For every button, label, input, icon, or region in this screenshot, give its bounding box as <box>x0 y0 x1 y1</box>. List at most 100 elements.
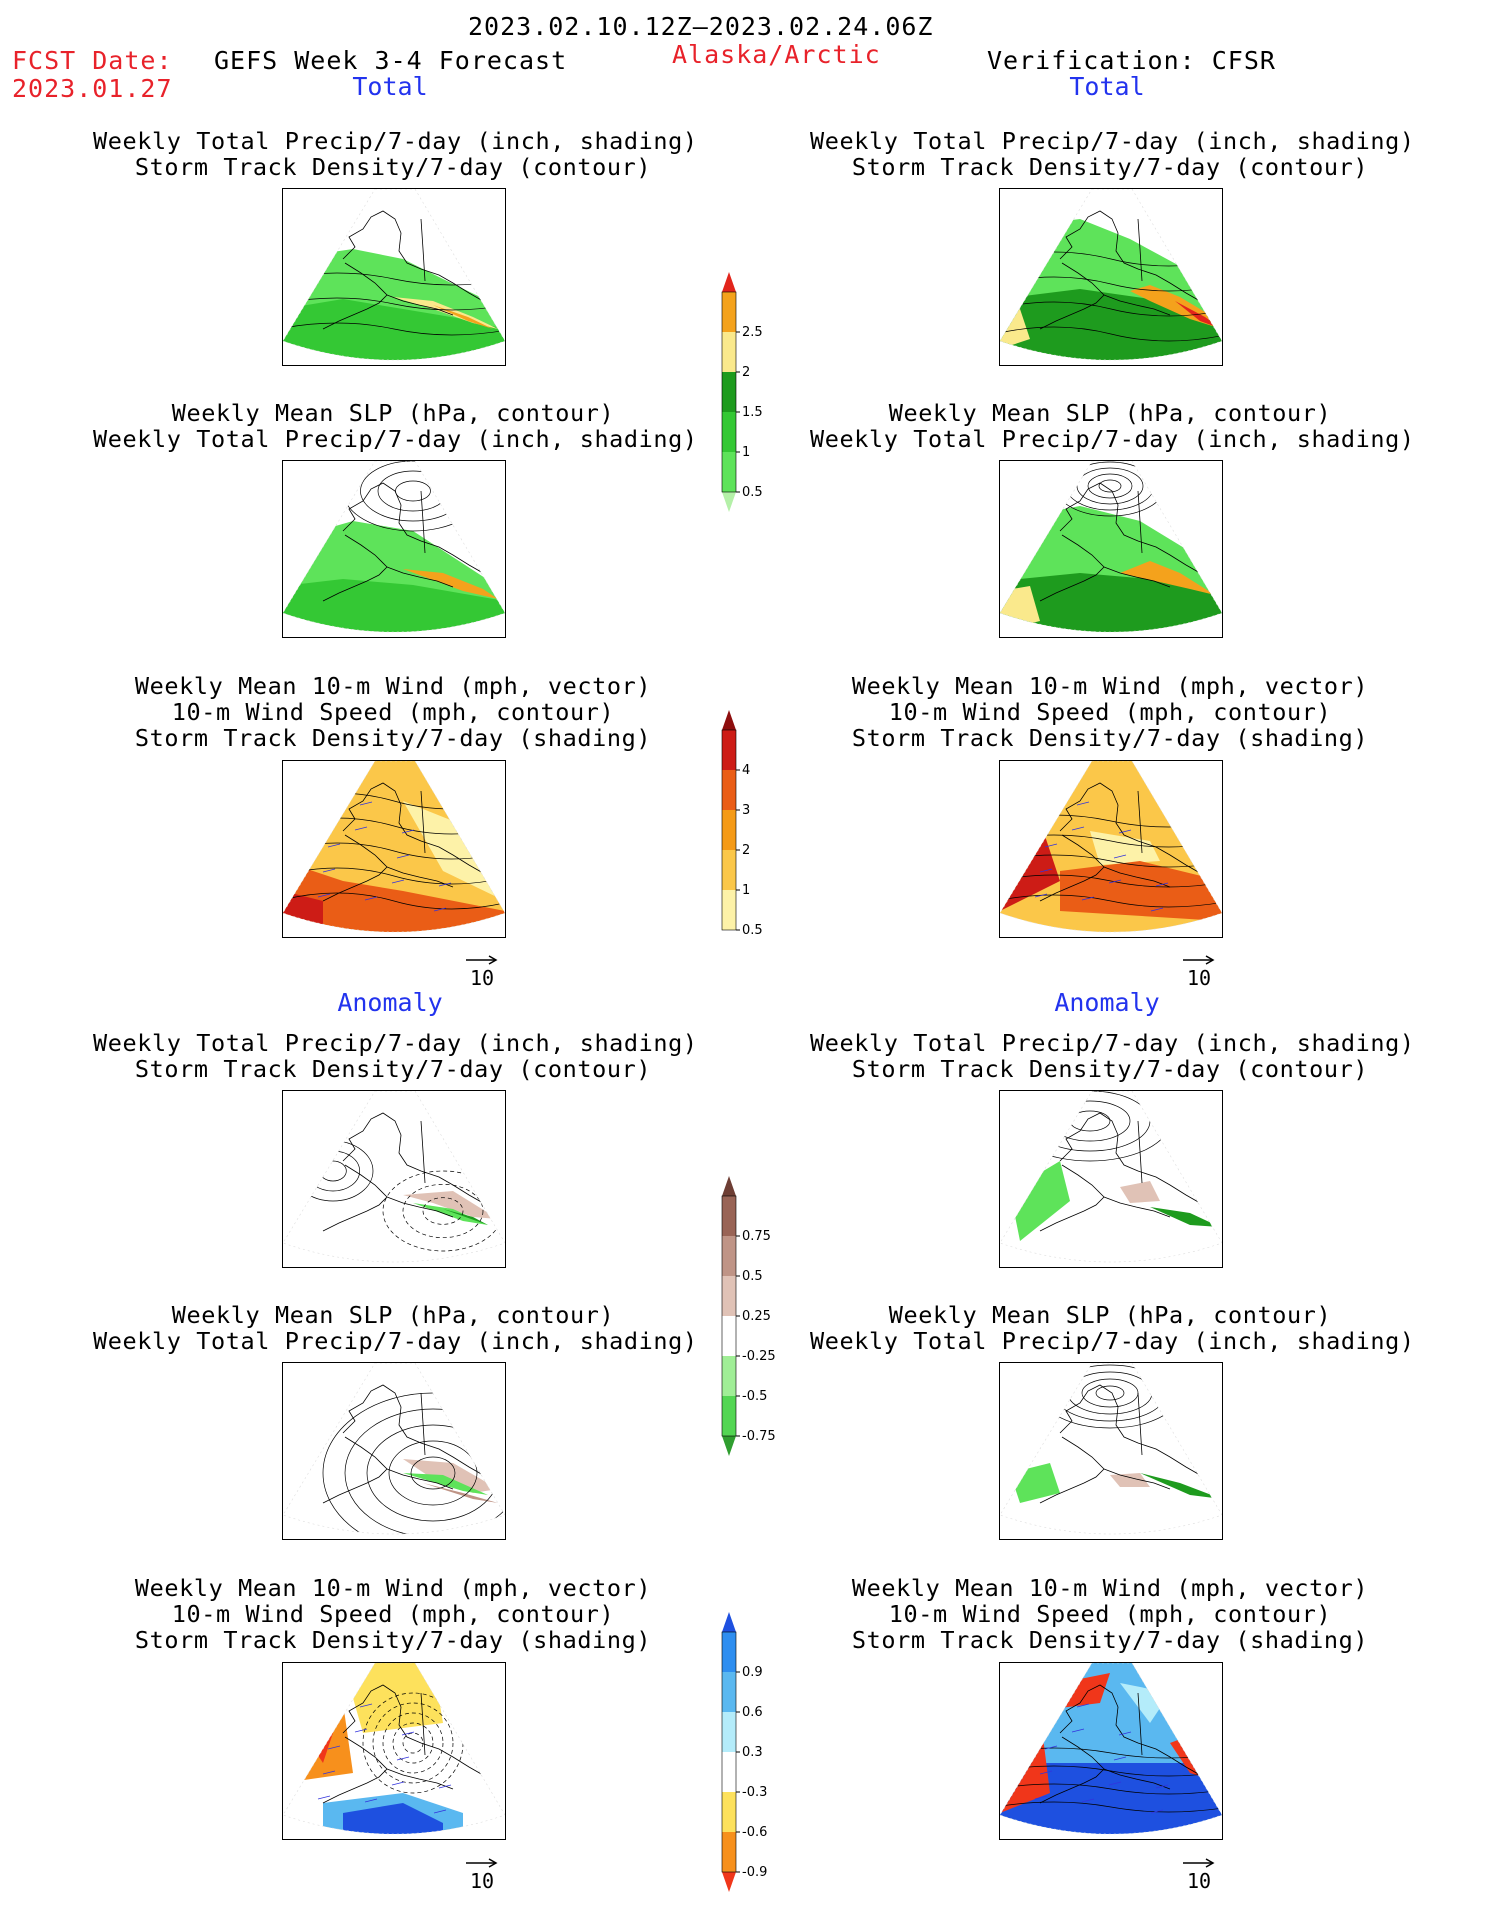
coastline <box>342 482 496 584</box>
colorbar-cap-bottom <box>722 1436 736 1456</box>
contour-line <box>360 461 466 522</box>
contour-line <box>1098 479 1122 493</box>
contour-line <box>305 1150 361 1192</box>
map-plot <box>1000 189 1222 361</box>
wind-vector <box>327 1745 341 1750</box>
map-anom-precip-cfsr <box>999 1090 1223 1268</box>
colorbar-storm-anom: 0.9 0.6 0.3 -0.3 -0.6 -0.9 <box>721 1612 767 1892</box>
coastline <box>1103 1196 1171 1218</box>
coastline <box>322 534 388 602</box>
wind-vector <box>470 840 484 845</box>
wind-vector <box>364 1798 378 1803</box>
map-plot <box>283 1663 505 1835</box>
wind-vector <box>1108 879 1122 884</box>
border-line <box>420 218 426 282</box>
title-line: Weekly Total Precip/7-day (inch, shading… <box>93 425 698 453</box>
colorbar-tick-label: 0.75 <box>742 1229 771 1244</box>
contour-line <box>1053 1364 1167 1422</box>
coastline <box>322 1164 388 1232</box>
colorbar-outline <box>721 1631 737 1873</box>
coastline <box>342 1112 496 1214</box>
vector-reference-label: 10 <box>469 1869 495 1893</box>
title-line: Weekly Mean SLP (hPa, contour) <box>888 399 1332 427</box>
date-range: 2023.02.10.12Z—2023.02.24.06Z <box>468 12 934 41</box>
panel-title-l6: Weekly Mean 10-m Wind (mph, vector) 10-m… <box>93 1575 693 1653</box>
wind-vector <box>1150 907 1164 912</box>
wind-vector <box>1081 896 1095 901</box>
contour-line <box>372 1702 454 1784</box>
border-line <box>1137 1120 1143 1184</box>
contour-line <box>1000 1801 1222 1813</box>
wind-vector <box>1155 882 1169 887</box>
wind-vector <box>401 829 415 834</box>
wind-vector <box>359 801 373 806</box>
coastline <box>1059 482 1213 584</box>
contour-line <box>1076 467 1144 505</box>
map-anom-wind-cfsr <box>999 1662 1223 1840</box>
colorbar-tick-label: 2 <box>742 365 750 380</box>
colorbar-tick-label: 0.5 <box>742 485 763 500</box>
wind-vector <box>1071 826 1085 831</box>
map-plot <box>1000 1363 1222 1535</box>
colorbar-tick-label: 0.6 <box>742 1705 763 1720</box>
contour-line <box>402 1732 424 1754</box>
map-total-slp-gefs <box>282 460 506 638</box>
colorbar-segment <box>722 1196 736 1236</box>
title-line: Weekly Mean 10-m Wind (mph, vector) <box>851 1574 1369 1602</box>
contour-line <box>410 1456 456 1490</box>
coastline <box>386 1196 454 1218</box>
contour-line <box>283 297 505 311</box>
coastline <box>386 294 454 316</box>
border-line <box>1137 490 1143 554</box>
contour-line <box>292 1140 374 1202</box>
shade-region <box>1175 301 1222 329</box>
colorbar-tick-label: -0.5 <box>742 1389 767 1404</box>
colorbar-segment <box>722 850 736 890</box>
colorbar-tick-label: -0.6 <box>742 1825 767 1840</box>
vector-reference-total-left: 10 <box>462 954 502 990</box>
colorbar-tick-label: 1 <box>742 883 750 898</box>
colorbar-segment <box>722 1672 736 1712</box>
colorbar-segment <box>722 810 736 850</box>
shade-region <box>403 569 498 599</box>
colorbar-cap-bottom <box>722 930 736 950</box>
coastline <box>1103 294 1171 316</box>
vector-reference-total-right: 10 <box>1179 954 1219 990</box>
contour-line <box>1095 1385 1125 1401</box>
coastline <box>342 210 496 312</box>
colorbar-segment <box>722 1396 736 1436</box>
wind-vector <box>290 1692 304 1697</box>
coastline <box>342 1384 496 1486</box>
verification-label: Verification: CFSR <box>987 46 1276 75</box>
section-anomaly-right: Anomaly <box>1054 988 1160 1017</box>
contour-line <box>319 1160 347 1182</box>
border-line <box>1137 1392 1143 1456</box>
map-total-wind-gefs <box>282 760 506 938</box>
wind-vector <box>401 1731 415 1736</box>
title-line: Weekly Mean 10-m Wind (mph, vector) <box>851 672 1369 700</box>
map-content <box>283 1663 496 1834</box>
map-content <box>1000 1663 1222 1834</box>
shade-region <box>1060 861 1222 921</box>
coastline <box>1103 866 1171 888</box>
coastline <box>386 566 454 588</box>
coastline <box>1103 1768 1171 1790</box>
coastline <box>386 866 454 888</box>
shade-region <box>433 305 493 329</box>
arrow-right-icon <box>466 1858 498 1868</box>
coastline <box>1059 1684 1213 1786</box>
title-line: 10-m Wind Speed (mph, contour) <box>888 698 1332 726</box>
panel-title-r5: Weekly Mean SLP (hPa, contour) Weekly To… <box>810 1302 1414 1354</box>
title-line: Weekly Total Precip/7-day (inch, shading… <box>810 127 1415 155</box>
wind-vector <box>1118 829 1132 834</box>
title-line: Weekly Total Precip/7-day (inch, shading… <box>810 1029 1415 1057</box>
contour-line <box>422 1197 464 1225</box>
contour-line <box>382 1712 444 1774</box>
map-plot <box>283 461 505 633</box>
panel-title-r2: Weekly Mean SLP (hPa, contour) Weekly To… <box>810 399 1414 452</box>
wind-vector <box>322 1770 336 1775</box>
shade-region <box>1110 1473 1150 1487</box>
map-total-wind-cfsr <box>999 760 1223 938</box>
product-title: GEFS Week 3-4 Forecast <box>214 46 568 75</box>
border-line <box>420 790 426 854</box>
